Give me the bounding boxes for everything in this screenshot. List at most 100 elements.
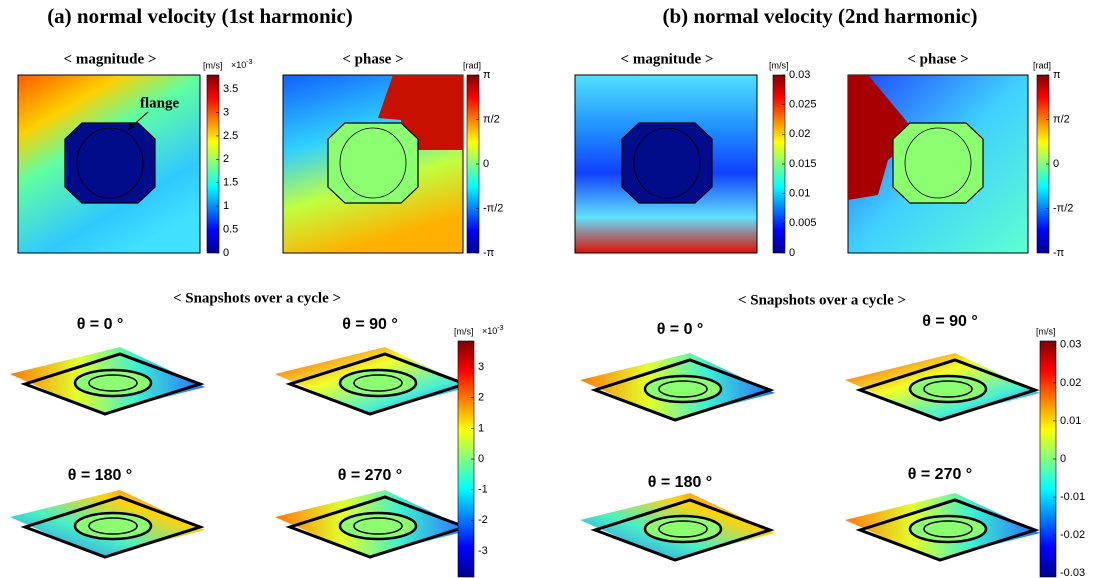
plate-outline bbox=[590, 358, 775, 422]
plate-outline bbox=[20, 495, 205, 559]
colorbar-tick-label: 3 bbox=[478, 361, 484, 373]
flange bbox=[621, 122, 713, 204]
snapshot-angle: θ = 0 ° bbox=[657, 321, 704, 338]
colorbar-tick-label: -π bbox=[1053, 247, 1065, 259]
colorbar-tick-label: 0.02 bbox=[789, 128, 810, 140]
pipe-outline bbox=[88, 374, 138, 392]
pipe-outline bbox=[658, 380, 708, 398]
colorbar-tick-label: 0.03 bbox=[789, 69, 810, 81]
colorbar-tick-label: -π bbox=[483, 247, 495, 259]
annotation: flange bbox=[140, 95, 180, 111]
flange-outline bbox=[338, 368, 418, 398]
pipe-outline bbox=[88, 517, 138, 535]
plate-outline bbox=[855, 358, 1040, 422]
pipe-outline bbox=[353, 374, 403, 392]
snapshot-angle: θ = 0 ° bbox=[77, 316, 124, 333]
multiplier-exponent: -3 bbox=[246, 59, 252, 66]
colorbar-tick-label: π/2 bbox=[483, 113, 500, 125]
colorbar-tick-label: 0 bbox=[1053, 158, 1059, 170]
multiplier-base: ×10 bbox=[231, 60, 246, 70]
plate-outline bbox=[20, 352, 205, 416]
flange bbox=[892, 122, 984, 204]
colorbar-tick-label: 0.015 bbox=[789, 158, 817, 170]
panel-title: (b) normal velocity (2nd harmonic) bbox=[663, 4, 978, 28]
colorbar-tick-label: 0 bbox=[1060, 453, 1066, 465]
subplot-label: < phase > bbox=[342, 51, 403, 67]
phase-region bbox=[848, 75, 918, 200]
colorbar-unit: [rad] bbox=[1033, 60, 1051, 70]
flange-outline bbox=[73, 368, 153, 398]
multiplier-exponent: -3 bbox=[497, 325, 503, 332]
snapshots-label: < Snapshots over a cycle > bbox=[173, 290, 341, 306]
colorbar-unit: [rad] bbox=[463, 60, 481, 70]
colorbar-unit: [m/s] bbox=[769, 60, 789, 70]
colorbar bbox=[206, 74, 220, 254]
pipe-outline bbox=[353, 517, 403, 535]
colorbar-tick-label: π bbox=[1053, 69, 1061, 81]
colorbar-tick-label: 0 bbox=[483, 158, 489, 170]
arrow-head bbox=[128, 123, 135, 130]
colorbar-tick-label: 2 bbox=[478, 392, 484, 404]
colorbar-tick-label: π/2 bbox=[1053, 113, 1070, 125]
pipe bbox=[633, 127, 701, 199]
flange-outline bbox=[643, 374, 723, 404]
pipe-outline bbox=[923, 380, 973, 398]
colorbar-tick-label: 3 bbox=[223, 106, 229, 118]
flange-outline bbox=[908, 374, 988, 404]
colorbar-tick-label: -0.03 bbox=[1060, 567, 1085, 578]
colorbar-unit: [m/s] bbox=[454, 326, 474, 336]
colorbar-tick-label: 0 bbox=[789, 247, 795, 259]
colorbar-tick-label: 0 bbox=[478, 453, 484, 465]
colorbar-unit: [m/s] bbox=[1036, 326, 1056, 336]
plate-outline bbox=[855, 498, 1040, 562]
colorbar-unit: [m/s] bbox=[203, 60, 223, 70]
colorbar-tick-label: 1 bbox=[478, 422, 484, 434]
pipe bbox=[904, 127, 972, 199]
colorbar-multiplier: ×10-3 bbox=[231, 59, 253, 71]
snapshot-angle: θ = 90 ° bbox=[922, 313, 978, 330]
pipe bbox=[339, 127, 407, 199]
flange bbox=[64, 122, 156, 204]
colorbar-tick-label: 0.01 bbox=[789, 188, 810, 200]
colorbar-tick-label: -3 bbox=[478, 545, 488, 557]
colorbar-tick-label: 3.5 bbox=[223, 83, 238, 95]
subplot-label: < magnitude > bbox=[621, 51, 714, 67]
colorbar-tick-label: 0.02 bbox=[1060, 377, 1081, 389]
colorbar-tick-label: 0.01 bbox=[1060, 415, 1081, 427]
flange-outline bbox=[643, 514, 723, 544]
colorbar-tick-label: 2 bbox=[223, 153, 229, 165]
colorbar-tick-label: 0.005 bbox=[789, 217, 817, 229]
snapshot-angle: θ = 90 ° bbox=[342, 316, 398, 333]
snapshots-label: < Snapshots over a cycle > bbox=[738, 292, 906, 308]
colorbar-tick-label: -0.02 bbox=[1060, 529, 1085, 541]
colorbar-tick-label: 0.025 bbox=[789, 99, 817, 111]
colorbar-tick-label: -1 bbox=[478, 484, 488, 496]
flange-outline bbox=[73, 511, 153, 541]
colorbar-tick-label: 1.5 bbox=[223, 177, 238, 189]
panel-title: (a) normal velocity (1st harmonic) bbox=[47, 4, 353, 28]
colorbar-tick-label: -π/2 bbox=[1053, 202, 1073, 214]
annotation-arrow bbox=[129, 111, 149, 129]
colorbar-tick-label: 0.03 bbox=[1060, 339, 1081, 351]
flange-outline bbox=[908, 514, 988, 544]
pipe-outline bbox=[923, 520, 973, 538]
snapshot-angle: θ = 180 ° bbox=[648, 474, 712, 491]
colorbar-tick-label: -2 bbox=[478, 514, 488, 526]
colorbar-tick-label: -0.01 bbox=[1060, 491, 1085, 503]
subplot-label: < phase > bbox=[907, 51, 968, 67]
colorbar-tick-label: 2.5 bbox=[223, 130, 238, 142]
phase-region bbox=[378, 75, 463, 150]
colorbar-tick-label: π bbox=[483, 69, 491, 81]
colorbar-tick-label: 0 bbox=[223, 247, 229, 259]
flange-outline bbox=[338, 511, 418, 541]
colorbar-tick-label: 0.5 bbox=[223, 223, 238, 235]
colorbar-tick-label: 1 bbox=[223, 200, 229, 212]
snapshot-angle: θ = 270 ° bbox=[338, 467, 402, 484]
pipe-outline bbox=[658, 520, 708, 538]
colorbar-tick-label: -π/2 bbox=[483, 202, 503, 214]
snapshot-angle: θ = 270 ° bbox=[908, 466, 972, 483]
plate-outline bbox=[590, 498, 775, 562]
subplot-label: < magnitude > bbox=[64, 51, 157, 67]
